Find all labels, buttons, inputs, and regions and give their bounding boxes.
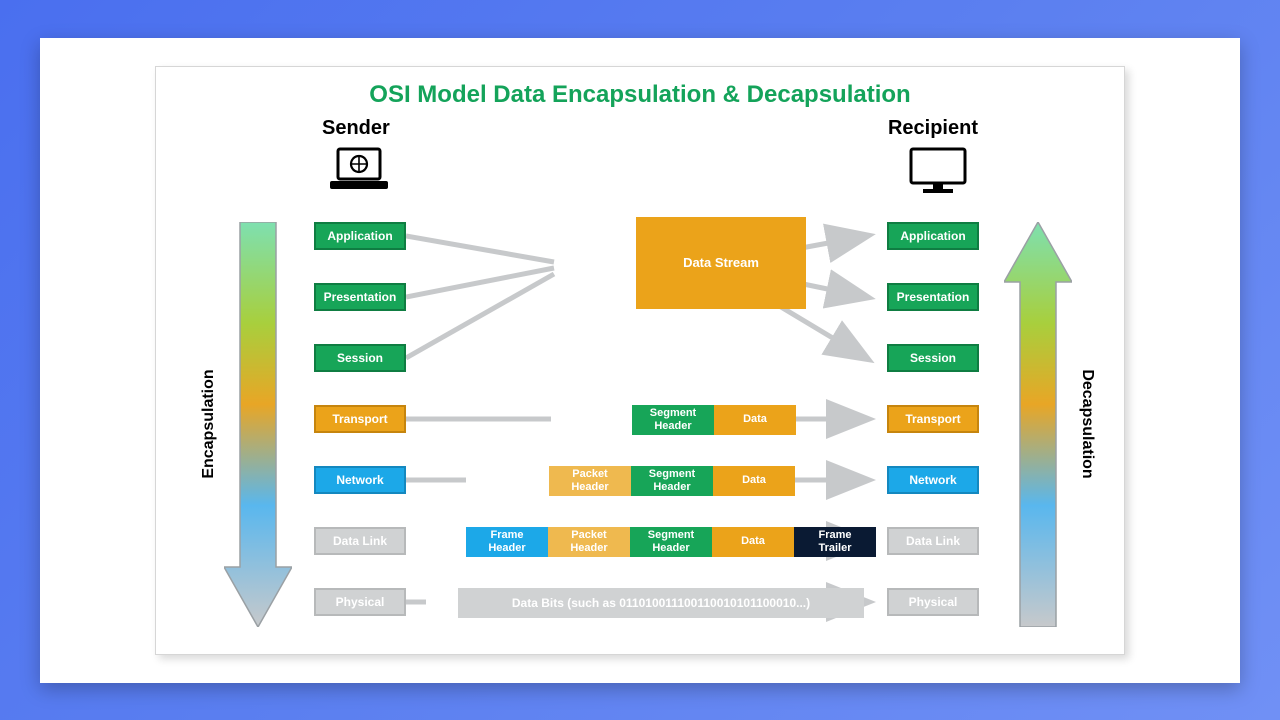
- segment-packet-header: PacketHeader: [548, 527, 630, 557]
- layer-data-link: Data Link: [887, 527, 979, 555]
- layer-physical: Physical: [887, 588, 979, 616]
- segment-data: Data: [714, 405, 796, 435]
- diagram-card: OSI Model Data Encapsulation & Decapsula…: [40, 38, 1240, 683]
- recipient-header: Recipient: [888, 117, 978, 140]
- layer-physical: Physical: [314, 588, 406, 616]
- laptop-icon: [328, 147, 390, 191]
- layer-presentation: Presentation: [314, 283, 406, 311]
- monitor-icon: [907, 147, 969, 195]
- decapsulation-arrow: Decapsulation: [1004, 222, 1072, 627]
- recipient-layers: Application Presentation Session Transport N…: [887, 222, 979, 649]
- layer-presentation: Presentation: [887, 283, 979, 311]
- layer-network: Network: [887, 466, 979, 494]
- layer-application: Application: [314, 222, 406, 250]
- segment-segment-header: SegmentHeader: [630, 527, 712, 557]
- network-row: PacketHeaderSegmentHeaderData: [549, 467, 795, 495]
- decapsulation-label: Decapsulation: [1078, 369, 1096, 478]
- layer-network: Network: [314, 466, 406, 494]
- segment-segment-header: SegmentHeader: [632, 405, 714, 435]
- data-bits-bar: Data Bits (such as 011010011100110010101…: [458, 588, 864, 618]
- layer-session: Session: [314, 344, 406, 372]
- diagram-title: OSI Model Data Encapsulation & Decapsula…: [156, 81, 1124, 109]
- segment-data: Data: [712, 527, 794, 557]
- segment-frame-trailer: FrameTrailer: [794, 527, 876, 557]
- transport-row: SegmentHeaderData: [632, 406, 796, 434]
- data-stream-box: Data Stream: [636, 217, 806, 309]
- layer-transport: Transport: [314, 405, 406, 433]
- sender-header: Sender: [322, 117, 390, 140]
- encapsulation-label: Encapsulation: [200, 369, 218, 478]
- sender-layers: Application Presentation Session Transport N…: [314, 222, 406, 649]
- physical-row: Data Bits (such as 011010011100110010101…: [458, 589, 864, 617]
- encapsulation-arrow: Encapsulation: [224, 222, 292, 627]
- datalink-row: FrameHeaderPacketHeaderSegmentHeaderData…: [466, 528, 876, 556]
- layer-session: Session: [887, 344, 979, 372]
- layer-transport: Transport: [887, 405, 979, 433]
- segment-data: Data: [713, 466, 795, 496]
- segment-frame-header: FrameHeader: [466, 527, 548, 557]
- diagram-inner: OSI Model Data Encapsulation & Decapsula…: [155, 66, 1125, 655]
- segment-segment-header: SegmentHeader: [631, 466, 713, 496]
- layer-data-link: Data Link: [314, 527, 406, 555]
- segment-packet-header: PacketHeader: [549, 466, 631, 496]
- layer-application: Application: [887, 222, 979, 250]
